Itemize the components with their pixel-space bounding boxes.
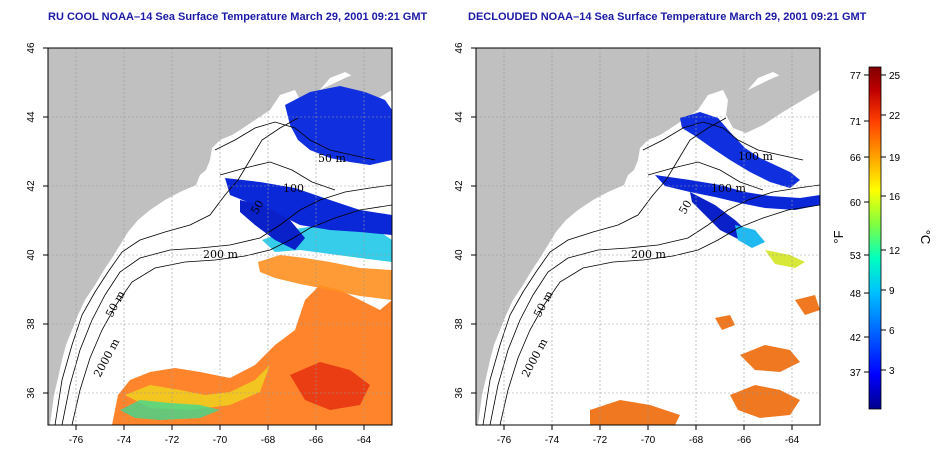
y-tick-label: 46 (454, 42, 465, 54)
x-axis (503, 425, 793, 430)
graticule (476, 48, 820, 425)
x-tick-label: -64 (785, 435, 800, 446)
y-axis (471, 47, 476, 394)
colorbar-c-tick: 9 (889, 286, 895, 297)
right-map-title: DECLOUDED NOAA–14 Sea Surface Temperatur… (468, 11, 867, 23)
sst-cold-georges-bank (655, 175, 820, 210)
sst-warm-patch (730, 385, 800, 418)
sst-warm-patch (715, 315, 735, 330)
x-tick-label: -70 (213, 435, 228, 446)
sst-warm-patch (795, 295, 820, 315)
colorbar-f-tick: 77 (850, 71, 862, 82)
y-tick-label: 46 (26, 42, 37, 54)
contour-label: 200 m (631, 248, 666, 261)
contour-200m (489, 184, 820, 425)
contour-gulf-maine (214, 121, 376, 191)
x-tick-label: -72 (593, 435, 608, 446)
contour-2000m (71, 204, 392, 425)
contour-label: 100 (283, 182, 304, 195)
colorbar-gradient (868, 66, 882, 410)
sst-mid-band (258, 255, 392, 300)
right-sst-map: 100 m 100 m 50 200 m 50 m 2000 m -76 -74… (454, 42, 821, 446)
fahrenheit-unit-label: °F (831, 230, 846, 243)
x-axis (75, 425, 365, 430)
colorbar-ticks (864, 74, 886, 373)
colorbar-c-tick: 25 (889, 71, 901, 82)
y-tick-label: 44 (454, 111, 465, 123)
x-tick-label: -76 (497, 435, 512, 446)
y-tick-label: 40 (454, 249, 465, 261)
contour-200m (61, 184, 392, 425)
sst-warm-patch (590, 400, 680, 425)
x-tick-label: -74 (117, 435, 132, 446)
sst-green-band (120, 400, 220, 420)
sst-cyan-patch (735, 225, 765, 248)
x-tick-label: -74 (545, 435, 560, 446)
y-tick-label: 36 (26, 387, 37, 399)
contour-label: 50 (676, 198, 694, 217)
sst-warm-patch (740, 345, 800, 372)
y-tick-label: 42 (26, 180, 37, 192)
y-tick-label: 42 (454, 180, 465, 192)
contour-gulf-maine (642, 121, 804, 191)
colorbar-c-tick: 3 (889, 366, 895, 377)
contour-label: 100 m (711, 182, 746, 195)
contour-2000m (499, 204, 820, 425)
colorbar-f-tick: 37 (850, 368, 862, 379)
contour-label: 50 m (318, 152, 346, 165)
land-mass (48, 48, 392, 425)
left-map-title: RU COOL NOAA–14 Sea Surface Temperature … (48, 11, 428, 23)
contour-50m (54, 117, 299, 425)
x-tick-label: -68 (689, 435, 704, 446)
colorbar-f-tick: 66 (850, 153, 862, 164)
colorbar-f-tick: 42 (850, 333, 862, 344)
x-tick-label: -66 (737, 435, 752, 446)
land-mass (476, 48, 820, 425)
left-sst-map: 50 m 100 50 200 m 50 m 2000 m -76 -74 -7… (26, 42, 393, 446)
y-tick-label: 44 (26, 111, 37, 123)
x-tick-label: -68 (261, 435, 276, 446)
sst-yellow-band (125, 365, 270, 410)
sst-yellow-patch (765, 250, 805, 268)
celsius-unit-label: °C (918, 230, 933, 245)
colorbar-c-tick: 6 (889, 326, 895, 337)
x-tick-label: -70 (641, 435, 656, 446)
colorbar-f-tick: 60 (850, 198, 862, 209)
contour-label: 50 (248, 198, 266, 217)
y-tick-label: 38 (454, 318, 465, 330)
temperature-colorbar: 77 71 66 60 53 48 42 37 25 22 19 16 12 9… (831, 66, 933, 410)
y-axis (43, 47, 48, 394)
contour-label: 200 m (203, 248, 238, 261)
colorbar-c-tick: 16 (889, 192, 901, 203)
y-tick-label: 38 (26, 318, 37, 330)
colorbar-c-tick: 12 (889, 246, 901, 257)
sst-cold-tongue (240, 200, 305, 250)
sst-cold-tongue (690, 192, 748, 240)
x-tick-label: -72 (165, 435, 180, 446)
graticule (48, 48, 392, 425)
contour-label: 100 m (738, 150, 773, 163)
sst-hot-core (290, 362, 370, 410)
contour-50m (482, 117, 727, 425)
y-tick-label: 40 (26, 249, 37, 261)
colorbar-f-tick: 48 (850, 289, 862, 300)
land-nova-scotia (726, 65, 820, 133)
colorbar-f-tick: 71 (850, 117, 862, 128)
colorbar-f-tick: 53 (850, 251, 862, 262)
sst-cold-gulf-maine (285, 86, 392, 165)
colorbar-c-tick: 19 (889, 153, 901, 164)
sst-cold-georges-bank (225, 178, 392, 235)
sst-cold-gulf-maine (680, 112, 800, 188)
colorbar-c-tick: 22 (889, 111, 901, 122)
x-tick-label: -64 (357, 435, 372, 446)
x-tick-label: -66 (309, 435, 324, 446)
y-tick-label: 36 (454, 387, 465, 399)
x-tick-label: -76 (69, 435, 84, 446)
